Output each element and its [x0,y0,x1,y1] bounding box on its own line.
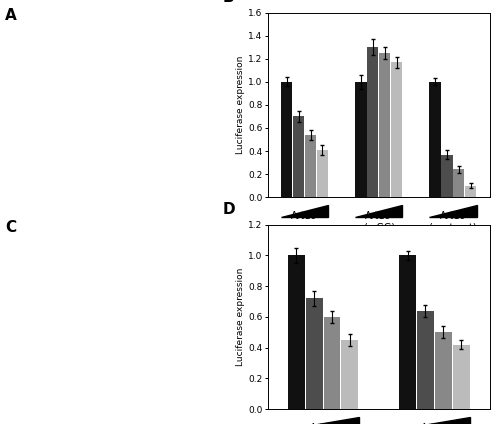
Bar [442,154,452,197]
Polygon shape [288,416,358,424]
Bar [465,186,476,197]
Bar [379,53,390,197]
Bar [435,332,452,409]
Bar [417,311,434,409]
Text: C: C [5,220,16,235]
Polygon shape [281,204,328,218]
Bar [316,150,328,197]
Bar [399,255,416,409]
Text: A: A [5,8,17,23]
Bar [306,298,322,409]
Bar [452,345,469,409]
Bar [281,82,292,197]
Polygon shape [399,416,470,424]
Bar [356,82,366,197]
Y-axis label: Luciferase expression: Luciferase expression [236,268,246,366]
Bar [367,47,378,197]
Bar [453,170,464,197]
Y-axis label: Luciferase expression: Luciferase expression [236,56,246,154]
Text: D: D [223,202,235,218]
Bar [324,317,340,409]
Bar [305,135,316,197]
Polygon shape [355,204,403,218]
Bar [391,62,402,197]
Text: B: B [223,0,234,6]
Bar [430,82,441,197]
Bar [342,340,358,409]
Polygon shape [429,204,476,218]
Bar [293,117,304,197]
Bar [288,255,305,409]
